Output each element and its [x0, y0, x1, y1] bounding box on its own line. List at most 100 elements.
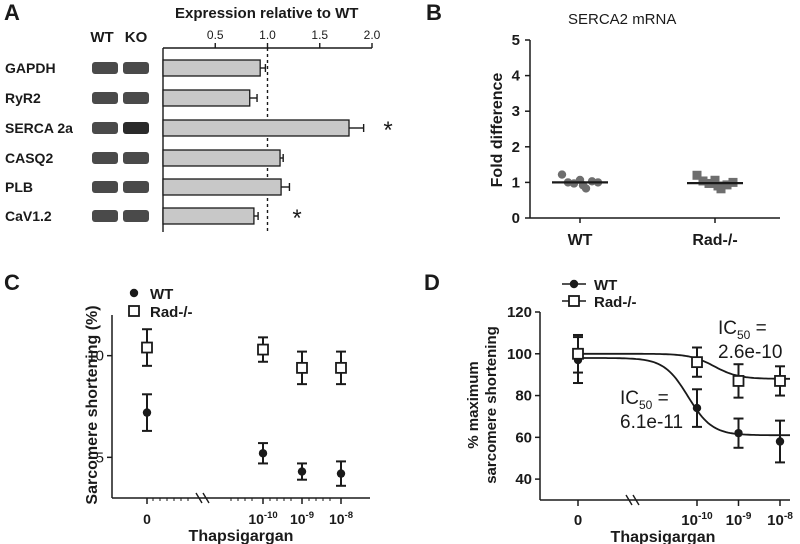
blot-band-wt — [92, 122, 118, 134]
blot-band-wt — [92, 210, 118, 222]
row-label: PLB — [5, 179, 33, 195]
panel-d-ytick-label: 60 — [515, 429, 532, 446]
panel-c-point — [296, 361, 308, 374]
panel-a-xtick-label: 1.5 — [311, 28, 328, 42]
bar — [162, 207, 255, 225]
panel-b-point — [692, 170, 702, 180]
panel-d-ic50-label: IC50 = — [620, 388, 669, 412]
panel-d-ytick-label: 100 — [507, 346, 532, 363]
panel-c-point — [297, 467, 307, 476]
blot-band-wt — [92, 92, 118, 104]
panel-d-fit-curve — [578, 352, 790, 380]
panel-c-xtick-label: 10-9 — [290, 510, 314, 527]
panel-b-scatter-chart: SERCA2 mRNA 0 1 2 3 4 5 Fold difference WT Rad-/- — [489, 11, 780, 249]
panel-c-legend-rad-marker — [128, 305, 140, 317]
panel-b-title: SERCA2 mRNA — [568, 11, 676, 28]
panel-d-ic50-label: IC50 = — [718, 318, 767, 342]
panel-c-scatter-chart: 5 10 0 10-10 10-9 10-8 Sarcomere shortening (%… — [84, 286, 370, 544]
row-label: CASQ2 — [5, 150, 53, 166]
bar — [162, 59, 261, 77]
panel-d-xtick-label: 10-9 — [726, 511, 752, 529]
row-label: CaV1.2 — [5, 208, 52, 224]
panel-d-ytick-label: 80 — [515, 388, 532, 405]
panel-d-ic50-value: 2.6e-10 — [718, 342, 782, 363]
panel-d-ytick-label: 40 — [515, 471, 532, 488]
panel-a-title: Expression relative to WT — [175, 5, 358, 22]
panel-c-point — [142, 408, 152, 417]
panel-c-axis-break — [202, 492, 210, 504]
panel-letter-a: A — [4, 0, 20, 25]
panel-b-point — [713, 181, 723, 191]
row-label: SERCA 2a — [5, 120, 73, 136]
panel-c-legend-wt-marker — [129, 288, 139, 298]
panel-c-legend-rad: Rad-/- — [150, 304, 193, 321]
panel-b-point — [557, 170, 567, 179]
blot-band-wt — [92, 62, 118, 74]
panel-c-xtick-label: 10-8 — [329, 510, 353, 527]
panel-c-ylabel: Sarcomere shortening (%) — [84, 305, 101, 504]
panel-d-axis-break — [625, 494, 633, 506]
panel-d-point — [692, 403, 702, 413]
blot-band-ko — [123, 210, 149, 222]
panel-a-xtick-label: 0.5 — [207, 28, 224, 42]
significance-star: * — [292, 205, 301, 232]
blot-band-ko — [123, 181, 149, 193]
panel-a-bar-chart: Expression relative to WT WT KO 0.5 1.0 1.5 2.… — [5, 5, 393, 232]
panel-d-ylabel-2: sarcomere shortening — [483, 326, 500, 484]
panel-c-axis-break — [195, 492, 203, 504]
panel-d-xlabel: Thapsigargan — [611, 529, 716, 544]
panel-letter-b: B — [426, 0, 442, 25]
panel-b-point — [710, 175, 720, 185]
blot-column-wt: WT — [90, 29, 113, 46]
panel-d-axis-break — [632, 494, 640, 506]
panel-d-point — [691, 356, 703, 369]
blot-band-ko — [123, 62, 149, 74]
panel-c-ytick-label: 5 — [96, 449, 104, 466]
panel-b-ytick-label: 0 — [512, 210, 520, 227]
blot-band-ko — [123, 152, 149, 164]
panel-d-xtick-label: 10-8 — [767, 511, 793, 529]
panel-b-point — [698, 176, 708, 186]
panel-d-dose-response-chart: 40 60 80 100 120 0 10-10 10-9 10-8 % maximum sarco… — [465, 277, 793, 544]
panel-c-xlabel: Thapsigargan — [189, 528, 294, 544]
panel-c-legend-wt: WT — [150, 286, 173, 303]
panel-b-ytick-label: 1 — [512, 174, 520, 191]
panel-d-point — [774, 375, 786, 387]
panel-b-ylabel: Fold difference — [489, 73, 506, 188]
blot-band-wt — [92, 152, 118, 164]
panel-b-xtick-label: WT — [568, 232, 593, 249]
panel-d-ic50-value: 6.1e-11 — [620, 412, 683, 433]
blot-band-wt — [92, 181, 118, 193]
blot-band-ko — [123, 122, 149, 134]
panel-c-xtick-label: 0 — [143, 511, 151, 527]
panel-b-xtick-label: Rad-/- — [692, 232, 737, 249]
bar — [162, 119, 350, 137]
panel-d-ytick-label: 120 — [507, 304, 532, 321]
panel-b-point — [722, 180, 732, 190]
panel-a-xtick-label: 1.0 — [259, 28, 276, 42]
panel-c-point — [335, 361, 347, 374]
panel-d-xtick-label: 10-10 — [681, 511, 713, 529]
panel-letter-d: D — [424, 270, 440, 295]
panel-d-ylabel-1: % maximum — [465, 361, 482, 449]
significance-star: * — [383, 117, 392, 144]
panel-c-point — [141, 341, 153, 354]
panel-c-point — [336, 469, 346, 478]
blot-column-ko: KO — [125, 29, 148, 46]
bar — [162, 178, 282, 196]
panel-c-point — [258, 449, 268, 458]
panel-d-point — [572, 347, 584, 360]
bar — [162, 149, 281, 167]
panel-b-ytick-label: 5 — [512, 32, 520, 49]
panel-d-point — [775, 437, 785, 446]
panel-b-ytick-label: 3 — [512, 103, 520, 120]
panel-c-xtick-label: 10-10 — [248, 510, 277, 527]
panel-d-legend-wt: WT — [594, 277, 617, 294]
blot-band-ko — [123, 92, 149, 104]
panel-letter-c: C — [4, 270, 20, 295]
panel-d-point — [734, 428, 743, 438]
panel-d-fit-curve — [578, 357, 790, 437]
panel-d-legend-rad: Rad-/- — [594, 294, 637, 311]
panel-b-ytick-label: 2 — [512, 139, 520, 156]
